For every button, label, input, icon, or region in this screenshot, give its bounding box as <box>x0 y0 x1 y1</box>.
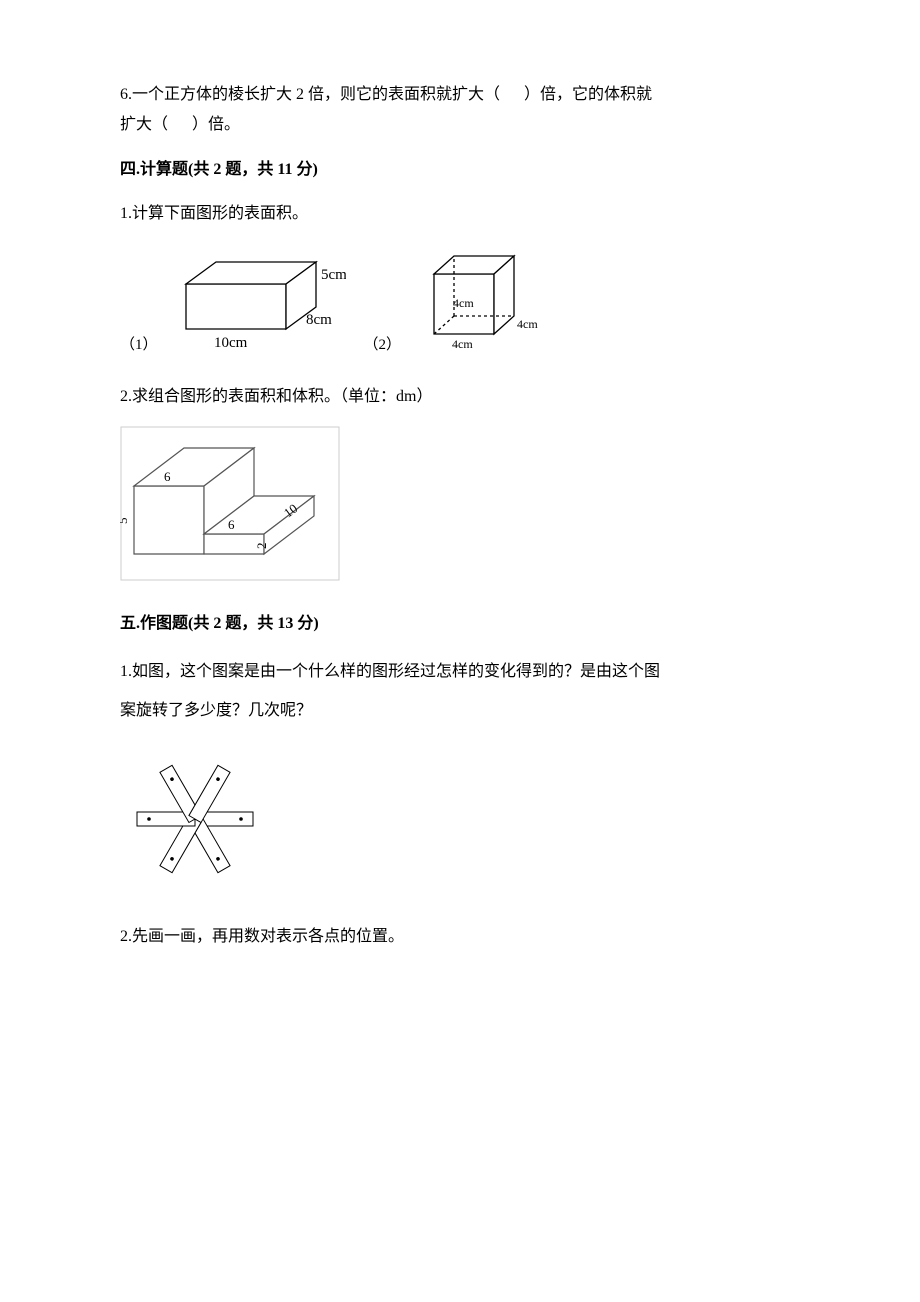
section-4-title: 四.计算题(共 2 题，共 11 分) <box>120 155 800 185</box>
q6-blank-1 <box>504 80 520 110</box>
fig1-d: 8cm <box>306 312 332 328</box>
s4q2-figure: 6 6 10 5 2 <box>120 426 340 581</box>
fig1-h: 5cm <box>321 267 346 283</box>
q6-text-c: 扩大（ <box>120 116 168 133</box>
s5q2-text: 2.先画一画，再用数对表示各点的位置。 <box>120 922 800 952</box>
q6-text-a: 6.一个正方体的棱长扩大 2 倍，则它的表面积就扩大（ <box>120 86 500 103</box>
s4q1-fig1-cuboid: 5cm 8cm 10cm <box>176 244 346 354</box>
fig1-w: 10cm <box>214 335 248 351</box>
s4q2-figure-wrap: 6 6 10 5 2 <box>120 426 800 581</box>
fig2-right: 4cm <box>517 317 538 331</box>
s4q1-fig2-label: （2） <box>364 333 402 354</box>
s4q1-text: 1.计算下面图形的表面积。 <box>120 199 800 229</box>
s5q1-l1: 1.如图，这个图案是由一个什么样的图形经过怎样的变化得到的？是由这个图 <box>120 663 660 680</box>
q6-blank-2 <box>172 110 188 140</box>
s4q2-text: 2.求组合图形的表面积和体积。（单位：dm） <box>120 382 800 412</box>
fig2-top: 4cm <box>453 296 474 310</box>
s4q2-b: 6 <box>228 517 235 532</box>
s5q1-pinwheel <box>120 744 270 894</box>
page: 6.一个正方体的棱长扩大 2 倍，则它的表面积就扩大（ ）倍，它的体积就 扩大（… <box>0 0 920 1027</box>
q6-text-d: ）倍。 <box>192 116 240 133</box>
q6: 6.一个正方体的棱长扩大 2 倍，则它的表面积就扩大（ ）倍，它的体积就 扩大（… <box>120 80 800 141</box>
s5q1-l2: 案旋转了多少度？几次呢？ <box>120 702 312 719</box>
s4q2-h1: 5 <box>120 517 130 524</box>
s4q1-fig1-label: （1） <box>120 333 158 354</box>
q6-text-b: ）倍，它的体积就 <box>524 86 652 103</box>
s5q1-figure-wrap <box>120 744 800 894</box>
fig2-bottom: 4cm <box>452 337 473 351</box>
section-5-title: 五.作图题(共 2 题，共 13 分) <box>120 609 800 639</box>
s4q2-h2: 2 <box>254 542 269 549</box>
s4q1-figures: （1） 5cm 8cm 10cm （2） 4cm 4cm 4cm <box>120 244 800 354</box>
s4q1-fig2-cube: 4cm 4cm 4cm <box>419 244 549 354</box>
s4q2-a: 6 <box>164 469 171 484</box>
s5q1-line1: 1.如图，这个图案是由一个什么样的图形经过怎样的变化得到的？是由这个图 案旋转了… <box>120 653 800 730</box>
